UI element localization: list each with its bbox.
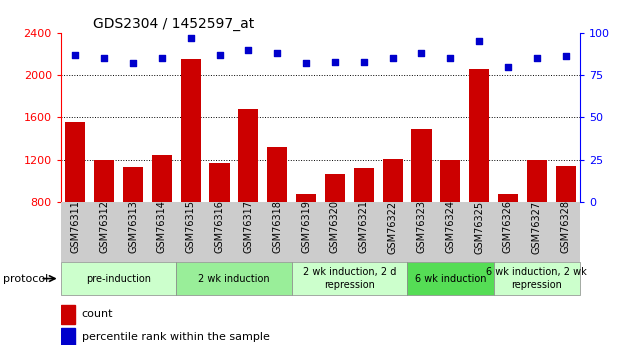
- Bar: [383, 158, 403, 286]
- Text: count: count: [82, 309, 113, 319]
- Bar: [65, 121, 85, 286]
- Bar: [296, 195, 316, 286]
- Point: [387, 55, 397, 61]
- Text: percentile rank within the sample: percentile rank within the sample: [82, 332, 270, 342]
- Point: [244, 47, 254, 52]
- Point: [186, 35, 196, 41]
- Point: [560, 54, 571, 59]
- Point: [503, 64, 513, 69]
- Bar: [498, 195, 518, 286]
- Bar: [412, 129, 431, 286]
- Point: [214, 52, 225, 58]
- Point: [532, 55, 542, 61]
- Point: [71, 52, 81, 58]
- Bar: [152, 155, 172, 286]
- FancyBboxPatch shape: [61, 262, 176, 295]
- Point: [474, 38, 485, 44]
- Bar: [469, 69, 489, 286]
- FancyBboxPatch shape: [494, 262, 580, 295]
- Text: 2 wk induction: 2 wk induction: [198, 274, 270, 284]
- Text: GDS2304 / 1452597_at: GDS2304 / 1452597_at: [93, 17, 254, 31]
- Point: [359, 59, 369, 64]
- Bar: [210, 163, 229, 286]
- Bar: [61, 328, 76, 345]
- Point: [330, 59, 340, 64]
- Text: pre-induction: pre-induction: [86, 274, 151, 284]
- Bar: [354, 168, 374, 286]
- Bar: [123, 167, 143, 286]
- Bar: [61, 305, 76, 324]
- FancyBboxPatch shape: [407, 262, 494, 295]
- Bar: [325, 174, 345, 286]
- FancyBboxPatch shape: [292, 262, 407, 295]
- Text: protocol: protocol: [3, 274, 49, 284]
- Bar: [267, 147, 287, 286]
- Bar: [94, 159, 114, 286]
- Bar: [181, 59, 201, 286]
- Bar: [238, 109, 258, 286]
- Point: [417, 50, 427, 56]
- Point: [99, 55, 109, 61]
- FancyBboxPatch shape: [176, 262, 292, 295]
- Text: 2 wk induction, 2 d
repression: 2 wk induction, 2 d repression: [303, 267, 396, 290]
- Point: [445, 55, 455, 61]
- Point: [301, 60, 312, 66]
- Bar: [440, 159, 460, 286]
- Text: 6 wk induction, 2 wk
repression: 6 wk induction, 2 wk repression: [487, 267, 587, 290]
- Bar: [527, 159, 547, 286]
- Point: [128, 60, 138, 66]
- Point: [157, 55, 167, 61]
- Point: [272, 50, 283, 56]
- Bar: [556, 166, 576, 286]
- Text: 6 wk induction: 6 wk induction: [415, 274, 486, 284]
